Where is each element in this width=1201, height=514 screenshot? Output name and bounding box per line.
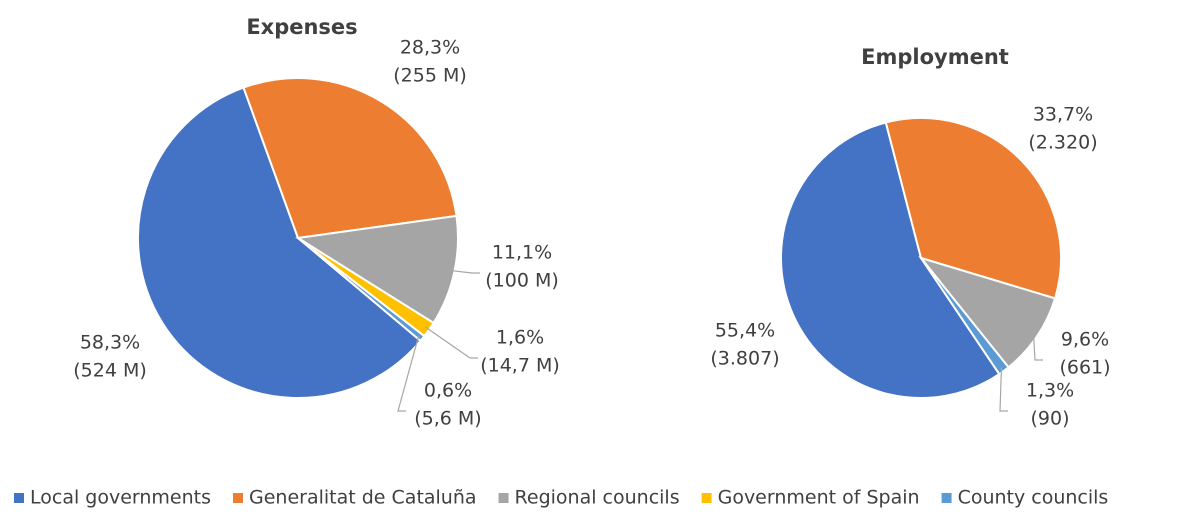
chart-title: Expenses — [246, 15, 357, 39]
data-label: (90) — [1030, 408, 1069, 430]
leader-line — [1032, 333, 1043, 361]
data-label: (661) — [1059, 357, 1110, 379]
pie-slice — [918, 256, 1057, 369]
legend-label: Generalitat de Cataluña — [249, 487, 477, 509]
legend-label: Government of Spain — [718, 487, 920, 509]
pie-slice — [884, 117, 1062, 300]
leader-line — [397, 335, 420, 412]
data-label: 1,6% — [496, 327, 544, 349]
data-label: 9,6% — [1061, 329, 1109, 351]
data-label: 0,6% — [424, 380, 472, 402]
pie-slice — [297, 237, 426, 343]
data-label: (2.320) — [1028, 132, 1097, 154]
legend-label: Local governments — [30, 487, 211, 509]
legend-swatch — [941, 493, 952, 503]
legend-label: Regional councils — [515, 487, 680, 509]
chart-title: Employment — [861, 45, 1009, 69]
data-label: 28,3% — [400, 37, 460, 59]
data-label: (3.807) — [710, 348, 779, 370]
data-label: (524 M) — [73, 360, 147, 382]
legend-swatch — [14, 493, 24, 503]
data-label: 55,4% — [715, 320, 775, 342]
legend-swatch — [498, 493, 509, 503]
leader-line — [999, 367, 1008, 412]
data-label: (100 M) — [485, 270, 559, 292]
legend-swatch — [233, 493, 244, 503]
data-label: (14,7 M) — [480, 355, 560, 377]
pie-slice — [137, 86, 422, 399]
data-label: (5,6 M) — [414, 408, 481, 430]
data-label: 58,3% — [80, 332, 140, 354]
pie-slice — [920, 257, 1010, 376]
legend-label: County councils — [958, 487, 1109, 509]
pie-slice — [242, 77, 458, 240]
data-label: 1,3% — [1026, 380, 1074, 402]
data-label: 33,7% — [1033, 104, 1093, 126]
pie-slice — [780, 121, 1001, 399]
legend-swatch — [701, 493, 712, 503]
leader-line — [449, 269, 480, 274]
data-label: 11,1% — [492, 242, 552, 264]
leader-line — [424, 326, 478, 359]
data-label: (255 M) — [393, 65, 467, 87]
